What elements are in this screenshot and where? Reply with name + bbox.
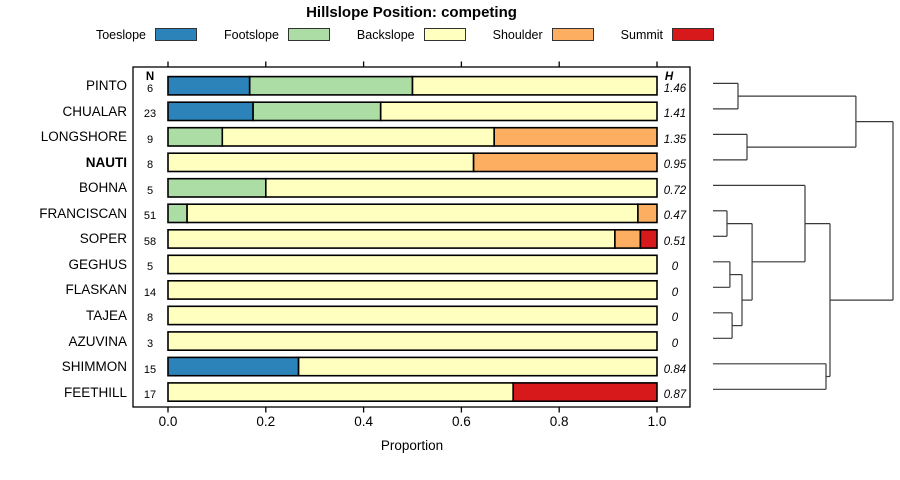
bar-segment-summit [639,229,658,249]
legend-item-label: Shoulder [492,27,543,42]
row-n-value: 8 [146,312,154,325]
row-n-value: 17 [143,389,157,402]
bar-segment-backslope [167,331,658,351]
legend-item: Footslope [224,28,330,42]
bar-segment-backslope [186,203,639,224]
bar-segment-summit [512,382,658,402]
legend-item-label: Toeslope [95,27,147,42]
row-h-value: 0 [671,338,679,350]
bar-segment-backslope [167,229,616,249]
row-h-value: 0.84 [663,363,687,376]
x-tick-label: 0.4 [354,414,373,429]
bar-segment-backslope [167,254,658,275]
bar-segment-backslope [264,177,658,198]
row-n-value: 5 [146,261,154,274]
row-n-value: 14 [143,286,157,299]
chart-title: Hillslope Position: competing [306,4,517,21]
bar-segment-backslope [167,305,658,326]
legend-item-label: Summit [620,27,664,42]
row-n-value: 3 [146,338,154,350]
bar-segment-footslope [167,126,224,147]
row-h-value: 1.41 [663,108,687,121]
row-label: FLASKAN [65,282,127,298]
bar-segment-footslope [167,177,267,198]
bar-segment-footslope [167,203,188,224]
row-label: SHIMMON [61,359,127,375]
bar-segment-backslope [167,382,515,402]
x-axis-label: Proportion [380,438,444,453]
row-label: FRANCISCAN [39,205,127,221]
row-h-value: 0.72 [663,184,687,197]
legend-item-label: Footslope [224,27,279,42]
footslope-swatch [287,28,330,41]
shoulder-swatch [551,28,594,41]
row-label: LONGSHORE [40,129,127,145]
row-label: FEETHILL [63,384,127,400]
bar-segment-footslope [252,101,382,122]
bar-segment-backslope [379,101,658,122]
bar-segment-backslope [167,152,475,173]
row-label: AZUVINA [68,333,127,349]
row-label: TAJEA [85,307,127,323]
x-tick-label: 1.0 [647,414,667,429]
bar-segment-shoulder [614,229,642,249]
row-label: NAUTI [85,154,127,170]
h-column-header: H [664,71,674,83]
bar-segment-backslope [167,279,658,300]
row-h-value: 0.95 [663,159,687,172]
bar-segment-footslope [248,75,414,96]
row-h-value: 0 [671,261,679,274]
plot-border [132,66,691,408]
bar-segment-shoulder [472,152,658,173]
legend-item: Summit [620,27,715,42]
x-tick-label: 0.8 [549,414,569,429]
row-h-value: 1.46 [663,82,687,95]
row-n-value: 8 [146,159,154,172]
backslope-swatch [423,28,466,41]
legend-item-label: Backslope [356,27,415,42]
row-n-value: 6 [146,82,154,95]
x-tick-label: 0.2 [256,414,276,429]
row-h-value: 0.87 [663,389,687,402]
bar-segment-backslope [411,75,658,96]
row-h-value: 0.47 [663,210,687,223]
row-n-value: 51 [143,210,157,223]
bar-segment-toeslope [167,101,254,122]
row-h-value: 0 [671,286,679,299]
row-n-value: 58 [143,235,157,248]
row-h-value: 0.51 [663,235,687,248]
legend-item: Toeslope [95,27,198,42]
x-tick-label: 0.6 [452,414,471,429]
legend-item: Shoulder [493,28,594,42]
bar-segment-shoulder [493,126,658,147]
bar-segment-toeslope [167,75,251,96]
row-label: SOPER [79,231,127,247]
row-label: GEGHUS [68,256,127,272]
bar-segment-shoulder [637,203,658,224]
bar-segment-backslope [221,126,495,147]
legend-item: Backslope [357,28,466,42]
row-n-value: 23 [143,108,157,121]
row-label: BOHNA [78,180,127,196]
row-n-value: 15 [143,363,157,376]
n-column-header: N [145,71,155,83]
bar-segment-toeslope [167,356,300,377]
bar-segment-backslope [297,356,658,377]
toeslope-swatch [155,28,198,41]
row-n-value: 9 [146,133,154,146]
row-h-value: 0 [671,312,679,325]
summit-swatch [672,28,715,41]
row-h-value: 1.35 [663,133,687,146]
x-tick-label: 0.0 [158,414,178,429]
legend: Toeslope Footslope Backslope Shoulder Summit [96,26,715,43]
row-n-value: 5 [146,184,154,197]
row-label: CHUALAR [62,103,127,119]
row-label: PINTO [85,78,127,94]
